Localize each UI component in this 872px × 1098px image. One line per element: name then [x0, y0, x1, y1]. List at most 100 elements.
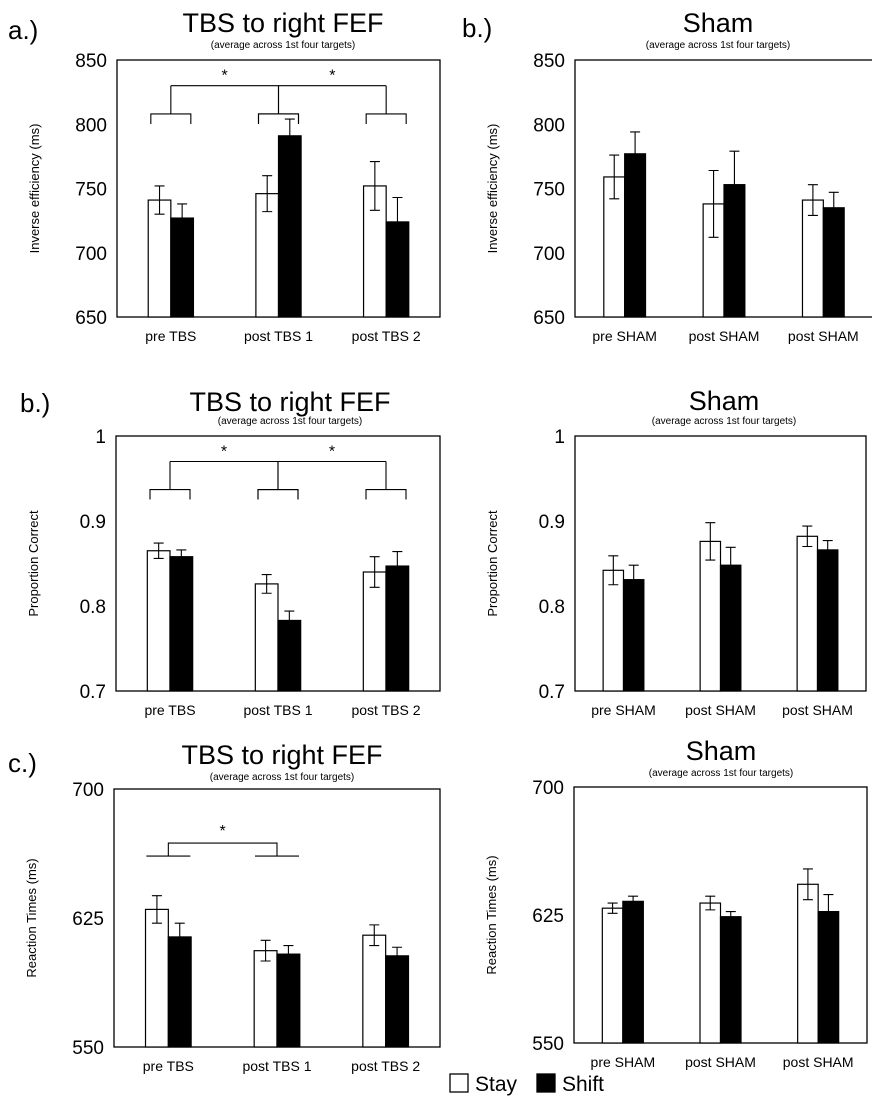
- significance-bracket-leg: [149, 461, 191, 500]
- x-tick-label: post SHAM: [788, 328, 859, 344]
- x-tick-label: post SHAM: [685, 702, 756, 718]
- error-bar: [705, 895, 716, 911]
- significance-bracket-leg: [150, 85, 192, 124]
- legend: Stay Shift: [449, 1073, 604, 1096]
- x-tick-label: post SHAM: [782, 702, 853, 718]
- significance-bracket-leg: [257, 85, 300, 124]
- error-bar: [725, 546, 736, 584]
- bar-shift: [385, 565, 410, 692]
- bar-shift: [816, 549, 839, 692]
- chart-panel-4: Sham(average across 1st four targets) 0.7…: [485, 386, 867, 718]
- error-bar: [607, 902, 618, 914]
- y-axis-label: Inverse efficiency (ms): [27, 124, 42, 254]
- chart-subtitle: (average across 1st four targets): [210, 772, 355, 783]
- y-tick-label: 700: [72, 780, 104, 801]
- bar-shift: [276, 953, 301, 1048]
- significance-star: *: [222, 68, 228, 85]
- chart-panel-2: b.) Sham (average across 1st four targets)…: [462, 8, 872, 344]
- bar-stay: [144, 908, 169, 1048]
- bar-shift: [167, 936, 192, 1048]
- legend-label-shift: Shift: [562, 1073, 604, 1096]
- bar-stay: [797, 883, 819, 1044]
- chart-panel-3: b.) TBS to right FEF(average across 1st f…: [20, 387, 441, 718]
- x-tick-label: post TBS 2: [351, 1058, 420, 1074]
- y-axis-label: Reaction Times (ms): [484, 855, 499, 974]
- y-tick-label: 650: [533, 308, 565, 329]
- error-bar: [828, 191, 839, 224]
- error-bar: [284, 118, 295, 154]
- bar-shift: [277, 619, 302, 692]
- error-bar: [628, 564, 639, 595]
- y-axis-label: Inverse efficiency (ms): [485, 124, 500, 254]
- legend-swatch-shift: [536, 1073, 556, 1093]
- bar-shift: [624, 153, 647, 318]
- y-tick-label: 0.9: [539, 512, 565, 533]
- error-bar: [176, 549, 187, 565]
- y-tick-label: 750: [75, 180, 107, 201]
- panel-letter: c.): [8, 748, 37, 778]
- y-tick-label: 1: [95, 427, 106, 448]
- panel-letter: b.): [20, 388, 50, 418]
- error-bar: [392, 196, 403, 247]
- error-bar: [729, 150, 740, 219]
- significance-star: *: [329, 444, 335, 461]
- error-bar: [802, 525, 813, 548]
- y-tick-label: 700: [532, 778, 564, 799]
- x-tick-label: post SHAM: [783, 1054, 854, 1070]
- x-tick-label: post TBS 2: [352, 328, 421, 344]
- x-tick-label: post TBS 1: [244, 328, 313, 344]
- y-axis-label: Reaction Times (ms): [24, 858, 39, 977]
- y-tick-label: 0.7: [539, 682, 565, 703]
- error-bar: [153, 542, 164, 559]
- bar-shift: [170, 217, 195, 318]
- bar-stay: [796, 535, 819, 692]
- x-tick-label: post TBS 1: [242, 1058, 311, 1074]
- bar-stay: [254, 583, 279, 692]
- x-tick-label: pre SHAM: [591, 702, 656, 718]
- chart-subtitle: (average across 1st four targets): [646, 40, 791, 51]
- x-tick-label: pre SHAM: [592, 328, 657, 344]
- bar-stay: [801, 199, 824, 318]
- error-bar: [392, 946, 403, 965]
- y-tick-label: 0.9: [80, 512, 106, 533]
- bar-shift: [385, 955, 410, 1048]
- error-bar: [154, 185, 165, 215]
- x-tick-label: post TBS 2: [351, 702, 420, 718]
- error-bar: [823, 893, 834, 930]
- y-tick-label: 550: [72, 1038, 104, 1059]
- y-tick-label: 800: [533, 115, 565, 136]
- bar-shift: [817, 910, 840, 1044]
- error-bar: [392, 551, 403, 582]
- x-tick-label: pre TBS: [145, 328, 196, 344]
- y-tick-label: 800: [75, 115, 107, 136]
- bar-stay: [699, 540, 722, 692]
- legend-swatch-stay: [449, 1073, 469, 1093]
- y-axis-label: Proportion Correct: [26, 510, 41, 617]
- bar-shift: [169, 556, 194, 692]
- x-tick-label: post SHAM: [689, 328, 760, 344]
- bar-shift: [622, 579, 645, 692]
- bar-stay: [147, 199, 172, 318]
- x-tick-label: pre TBS: [144, 702, 195, 718]
- panel-letter: a.): [8, 15, 38, 45]
- chart-title: TBS to right FEF: [189, 387, 390, 417]
- y-tick-label: 850: [75, 51, 107, 72]
- chart-title: TBS to right FEF: [181, 740, 382, 770]
- x-tick-label: post SHAM: [685, 1054, 756, 1070]
- error-bar: [260, 939, 271, 962]
- bar-stay: [362, 571, 387, 692]
- chart-subtitle: (average across 1st four targets): [649, 768, 794, 779]
- significance-bracket-leg: [365, 461, 407, 500]
- x-tick-label: pre SHAM: [591, 1054, 656, 1070]
- error-bar: [725, 911, 736, 923]
- significance-star: *: [329, 68, 335, 85]
- y-tick-label: 0.8: [80, 597, 106, 618]
- error-bar: [628, 895, 639, 908]
- y-tick-label: 1: [554, 427, 565, 448]
- x-tick-label: pre TBS: [143, 1058, 194, 1074]
- chart-title: Sham: [683, 8, 754, 38]
- bar-stay: [602, 569, 625, 692]
- chart-panel-1: a.) TBS to right FEF (average across 1st f…: [8, 8, 441, 344]
- significance-star: *: [220, 823, 226, 840]
